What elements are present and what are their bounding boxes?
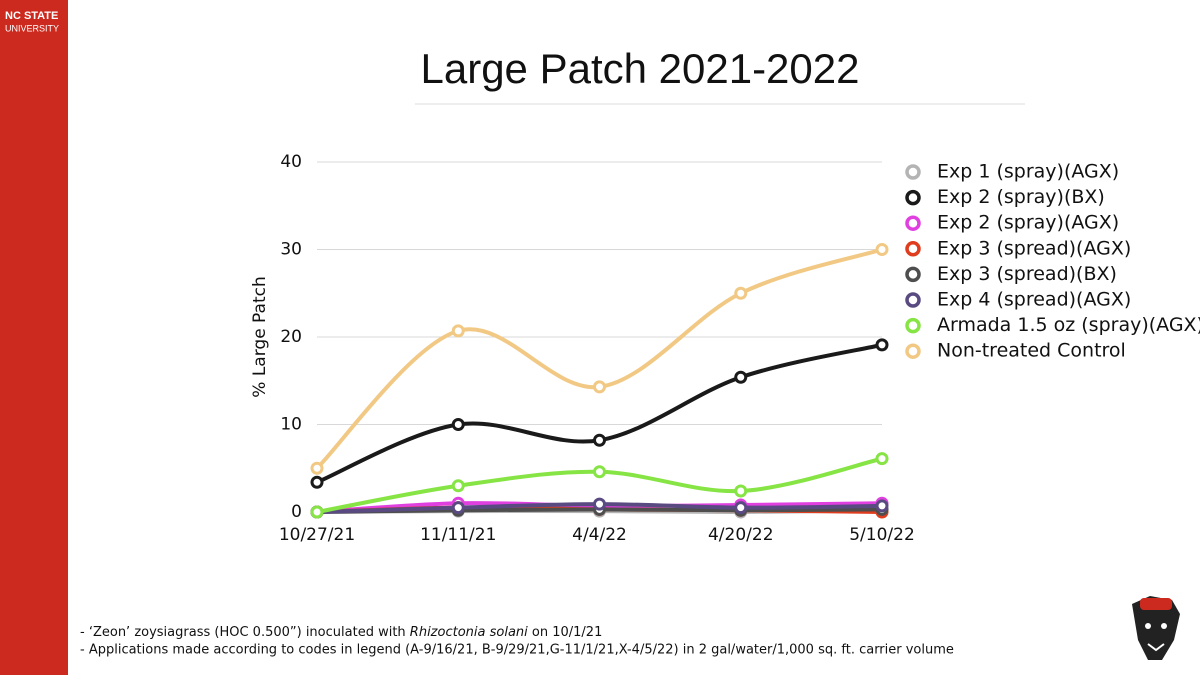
legend-label: Armada 1.5 oz (spray)(AGX)	[937, 314, 1200, 336]
legend-label: Exp 3 (spread)(AGX)	[937, 237, 1131, 259]
x-tick-label: 4/4/22	[572, 525, 627, 545]
point	[310, 505, 324, 519]
footnote-text: - ‘Zeon’ zoysiagrass (HOC 0.500”) inocul…	[80, 625, 410, 640]
point	[593, 465, 606, 479]
point	[310, 475, 324, 489]
legend-marker	[905, 292, 921, 308]
series	[310, 243, 889, 475]
legend-label: Exp 2 (spray)(BX)	[937, 186, 1105, 208]
point	[451, 324, 465, 338]
brand-line: UNIVERSITY	[5, 23, 59, 33]
legend-marker	[905, 317, 921, 334]
point	[310, 461, 324, 475]
series-line	[316, 342, 883, 485]
point	[593, 497, 606, 511]
legend-marker	[905, 266, 921, 283]
x-tick-label: 10/27/21	[279, 525, 355, 545]
point	[734, 501, 748, 515]
point	[875, 338, 889, 352]
series	[310, 338, 889, 489]
legend-marker	[905, 189, 921, 206]
point	[451, 479, 465, 493]
brand-line: NC STATE	[5, 10, 58, 22]
series	[310, 452, 889, 519]
chart-title: Large Patch 2021-2022	[420, 45, 859, 92]
footnote: - ‘Zeon’ zoysiagrass (HOC 0.500”) inocul…	[80, 625, 602, 640]
x-tick-label: 11/11/21	[420, 525, 496, 545]
y-tick-label: 20	[280, 327, 302, 347]
point	[451, 418, 465, 431]
point	[593, 433, 606, 447]
legend-marker	[905, 164, 921, 180]
x-tick-label: 4/20/22	[708, 525, 774, 545]
legend-marker	[905, 241, 921, 257]
point	[875, 243, 889, 256]
y-tick-label: 40	[280, 152, 302, 172]
legend-label: Exp 4 (spread)(AGX)	[937, 289, 1131, 311]
wolf-logo	[1132, 596, 1180, 660]
point	[593, 380, 606, 394]
legend-marker	[905, 215, 921, 231]
footnote-text: on 10/1/21	[528, 625, 603, 640]
point	[451, 501, 465, 515]
y-axis-title: % Large Patch	[250, 276, 270, 397]
x-tick-label: 5/10/22	[849, 525, 915, 545]
legend-label: Non-treated Control	[937, 340, 1126, 362]
y-tick-label: 30	[280, 240, 302, 260]
point	[875, 499, 889, 513]
legend-label: Exp 2 (spray)(AGX)	[937, 212, 1119, 234]
legend-label: Exp 3 (spread)(BX)	[937, 263, 1117, 285]
footnote-italic: Rhizoctonia solani	[410, 625, 528, 640]
point	[734, 370, 748, 384]
side-bar	[0, 0, 68, 675]
y-tick-label: 10	[280, 415, 302, 435]
y-tick-label: 0	[291, 502, 302, 522]
point	[875, 452, 889, 466]
legend-label: Exp 1 (spray)(AGX)	[937, 161, 1119, 183]
point	[734, 286, 748, 300]
footnote: - Applications made according to codes i…	[80, 643, 954, 658]
point	[734, 484, 748, 498]
legend-marker	[905, 343, 921, 359]
